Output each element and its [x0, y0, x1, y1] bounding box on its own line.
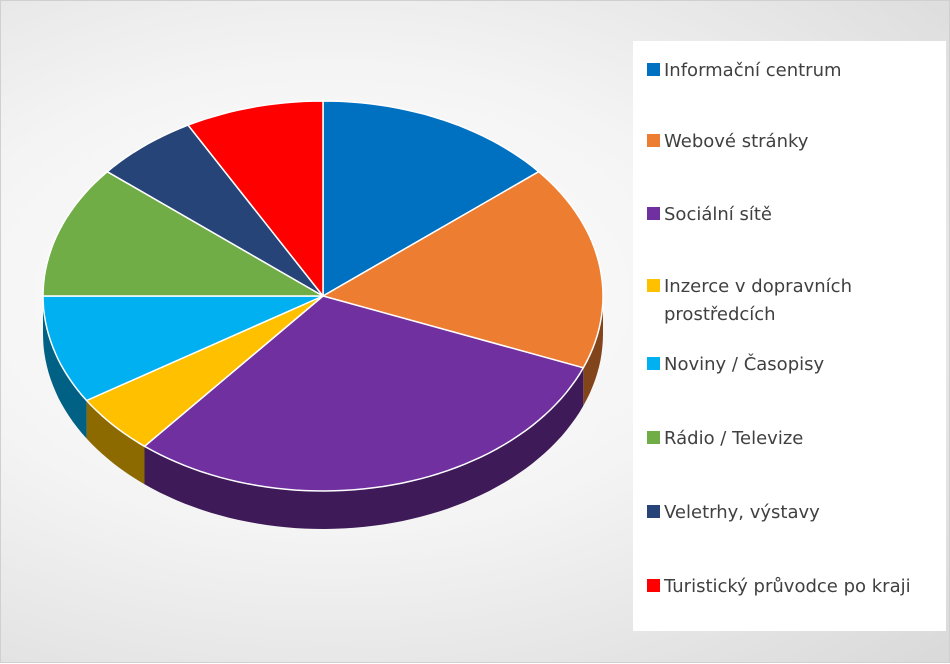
pie-slice — [322, 170, 604, 369]
pie-slice — [85, 295, 324, 448]
legend-label: Turistický průvodce po kraji — [664, 576, 911, 597]
legend-label: Noviny / Časopisy — [664, 354, 825, 375]
legend-swatch — [647, 505, 660, 518]
legend-item: Turistický průvodce po kraji — [647, 573, 937, 601]
pie-slice — [42, 170, 324, 297]
legend-item: Veletrhy, výstavy — [647, 499, 937, 527]
legend-label: Inzerce v dopravních prostředcích — [664, 276, 852, 325]
legend-swatch — [647, 134, 660, 147]
legend-item: Webové stránky — [647, 128, 937, 156]
legend-label: Rádio / Televize — [664, 428, 804, 449]
legend-swatch — [647, 207, 660, 220]
legend-label: Webové stránky — [664, 131, 809, 152]
pie-slice — [106, 124, 324, 297]
legend-item: Informační centrum — [647, 57, 937, 85]
legend-item: Noviny / Časopisy — [647, 351, 937, 379]
pie-slice — [322, 100, 540, 297]
legend: Informační centrum Webové stránky Sociální… — [633, 41, 946, 631]
pie-chart — [42, 100, 604, 529]
pie-slice — [187, 100, 324, 297]
legend-swatch — [647, 63, 660, 76]
legend-swatch — [647, 279, 660, 292]
legend-label: Sociální sítě — [664, 204, 773, 225]
legend-label: Informační centrum — [664, 60, 842, 81]
pie-slice — [42, 295, 324, 402]
pie-side — [86, 400, 145, 485]
legend-item: Sociální sítě — [647, 201, 937, 229]
legend-swatch — [647, 357, 660, 370]
pie-side — [144, 367, 584, 529]
legend-item: Rádio / Televize — [647, 425, 937, 453]
pie-side — [43, 296, 87, 439]
legend-label: Veletrhy, výstavy — [664, 502, 820, 523]
legend-swatch — [647, 579, 660, 592]
legend-swatch — [647, 431, 660, 444]
legend-item: Inzerce v dopravních prostředcích — [647, 273, 950, 329]
pie-side — [583, 296, 603, 406]
pie-slice — [143, 295, 585, 492]
